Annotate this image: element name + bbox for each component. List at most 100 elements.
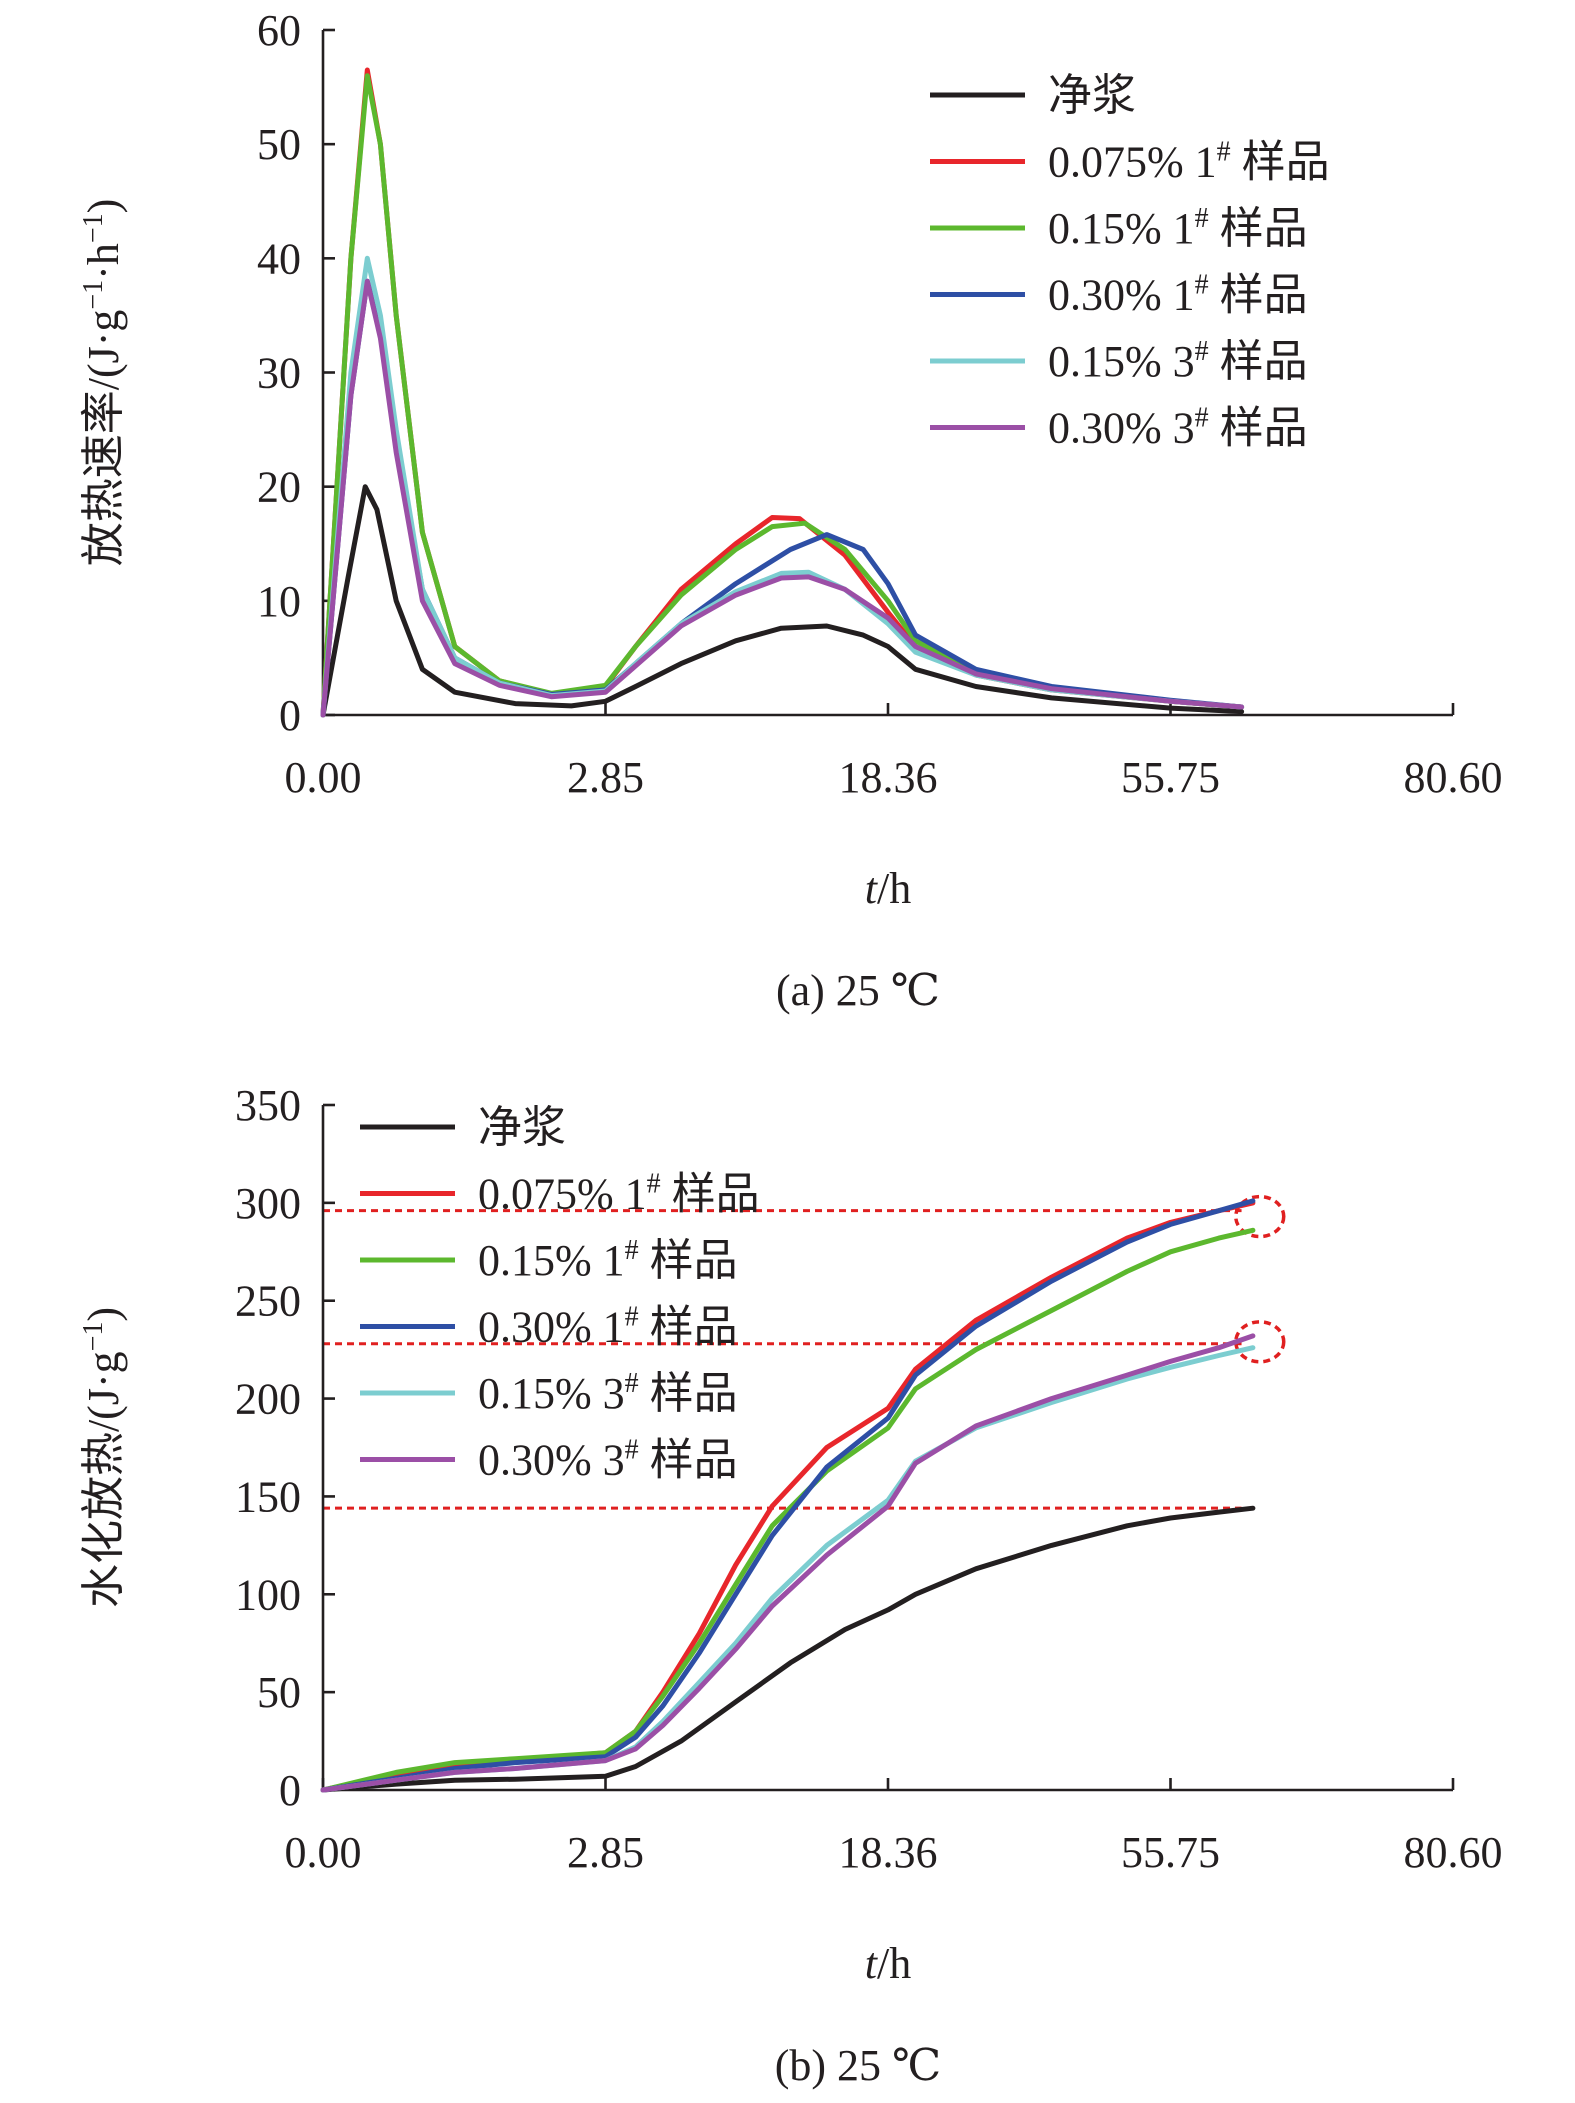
legend-label-part: 样品 (661, 1170, 760, 1219)
legend-label-sup: # (1195, 203, 1209, 234)
y-tick-label: 40 (257, 234, 301, 283)
legend-label-part: 样品 (639, 1436, 738, 1485)
legend-label-part: 样品 (1231, 138, 1330, 187)
legend-label-sup: # (1195, 403, 1209, 434)
legend-label-part: 0.075% 1 (478, 1170, 647, 1219)
x-tick-label: 2.85 (567, 753, 644, 802)
legend-label: 0.075% 1# 样品 (478, 1169, 760, 1219)
legend-label-part: 样品 (639, 1369, 738, 1418)
y-axis-title-superscript: −1 (78, 213, 109, 243)
y-tick-label: 100 (235, 1570, 301, 1619)
y-tick-label: 0 (279, 1766, 301, 1815)
y-axis-title-unit: ) (79, 199, 128, 214)
series-line (320, 484, 1245, 718)
x-tick-label: 2.85 (567, 1828, 644, 1877)
panel-caption: (a) 25 ℃ (776, 966, 940, 1015)
legend-label-part: 样品 (639, 1236, 738, 1285)
legend-label: 0.075% 1# 样品 (1048, 137, 1330, 187)
legend-label-sup: # (625, 1302, 639, 1333)
y-tick-label: 300 (235, 1179, 301, 1228)
x-axis-title-rest: /h (877, 1939, 911, 1988)
series-line (320, 278, 1245, 718)
x-axis-title-rest: /h (877, 864, 911, 913)
x-axis-title: t/h (865, 1939, 911, 1988)
y-axis-title-unit: ·h (79, 243, 128, 280)
x-tick-label: 18.36 (839, 1828, 938, 1877)
chart-panel-a: 0 10 20 30 40 50 60 0.00 2.85 18.36 55.75 80.60 t/h (… (78, 6, 1503, 1015)
legend-label-sup: # (1195, 270, 1209, 301)
legend-label-part: 0.30% 3 (478, 1436, 625, 1485)
series-line (320, 1333, 1256, 1793)
legend-label-part: 样品 (1209, 204, 1308, 253)
x-tick-label: 80.60 (1404, 753, 1503, 802)
x-axis-title-italic: t (865, 864, 879, 913)
legend-label-part: 0.30% 1 (478, 1303, 625, 1352)
series-line (320, 1227, 1256, 1793)
legend-label: 0.15% 1# 样品 (478, 1235, 738, 1285)
y-axis-title: 放热速率/(J·g−1·h−1) (78, 199, 128, 567)
x-tick-label: 0.00 (285, 1828, 362, 1877)
highlight-circle-upper (1233, 1194, 1286, 1239)
series-line (320, 1505, 1256, 1793)
y-axis-title-unit: ) (79, 1307, 128, 1322)
x-tick-label: 18.36 (839, 753, 938, 802)
series-line (320, 1198, 1256, 1793)
legend-label-part: 0.30% 1 (1048, 271, 1195, 320)
series-line (320, 73, 1245, 718)
legend-label: 净浆 (478, 1103, 566, 1152)
y-tick-label: 50 (257, 120, 301, 169)
panel-caption: (b) 25 ℃ (775, 2041, 942, 2090)
y-tick-label: 10 (257, 577, 301, 626)
x-axis-title-italic: t (865, 1939, 879, 1988)
highlight-circle-lower (1233, 1320, 1286, 1364)
legend-label-part: 0.15% 1 (478, 1236, 625, 1285)
legend-label-part: 0.075% 1 (1048, 138, 1217, 187)
legend-label: 0.30% 1# 样品 (1048, 270, 1308, 320)
y-axis-title-base: 水化放热/(J·g (79, 1351, 128, 1608)
legend-label-part: 样品 (639, 1303, 738, 1352)
legend-label-sup: # (625, 1435, 639, 1466)
legend-label-part: 0.15% 3 (1048, 337, 1195, 386)
y-axis-title-superscript: −1 (78, 280, 109, 310)
legend-label-sup: # (625, 1368, 639, 1399)
y-tick-label: 0 (279, 691, 301, 740)
x-tick-label: 55.75 (1121, 753, 1220, 802)
legend-label-part: 0.30% 3 (1048, 404, 1195, 453)
legend-label-part: 样品 (1209, 271, 1308, 320)
y-tick-label: 60 (257, 6, 301, 55)
legend-label: 净浆 (1048, 71, 1136, 120)
legend-label: 0.30% 3# 样品 (1048, 403, 1308, 453)
y-tick-label: 50 (257, 1668, 301, 1717)
series-line (320, 255, 1245, 718)
series-line (320, 1345, 1256, 1793)
x-tick-label: 55.75 (1121, 1828, 1220, 1877)
x-axis-title: t/h (865, 864, 911, 913)
y-axis-title: 水化放热/(J·g−1) (78, 1307, 128, 1608)
legend-label: 0.15% 3# 样品 (1048, 336, 1308, 386)
y-tick-label: 150 (235, 1472, 301, 1521)
legend-label: 0.15% 3# 样品 (478, 1368, 738, 1418)
y-tick-label: 350 (235, 1081, 301, 1130)
x-tick-label: 0.00 (285, 753, 362, 802)
legend-label-part: 0.15% 1 (1048, 204, 1195, 253)
legend-label: 0.15% 1# 样品 (1048, 203, 1308, 253)
y-tick-label: 20 (257, 463, 301, 512)
x-tick-label: 80.60 (1404, 1828, 1503, 1877)
y-tick-label: 30 (257, 349, 301, 398)
legend-label-sup: # (625, 1235, 639, 1266)
y-tick-label: 200 (235, 1375, 301, 1424)
legend-label-sup: # (1217, 137, 1231, 168)
legend-label: 0.30% 1# 样品 (478, 1302, 738, 1352)
legend-label-part: 样品 (1209, 337, 1308, 386)
legend-label-part: 0.15% 3 (478, 1369, 625, 1418)
chart-panel-b: 0 50 100 150 200 250 300 350 0.00 2.85 18.36 55.75 8… (78, 1081, 1503, 2090)
y-axis-title-base: 放热速率/(J·g (79, 310, 128, 567)
legend-label: 0.30% 3# 样品 (478, 1435, 738, 1485)
legend-label-sup: # (647, 1169, 661, 1200)
legend-label-sup: # (1195, 336, 1209, 367)
legend-label-part: 样品 (1209, 404, 1308, 453)
y-axis-title-superscript: −1 (78, 1322, 109, 1352)
series-line (320, 1200, 1256, 1793)
y-tick-label: 250 (235, 1277, 301, 1326)
